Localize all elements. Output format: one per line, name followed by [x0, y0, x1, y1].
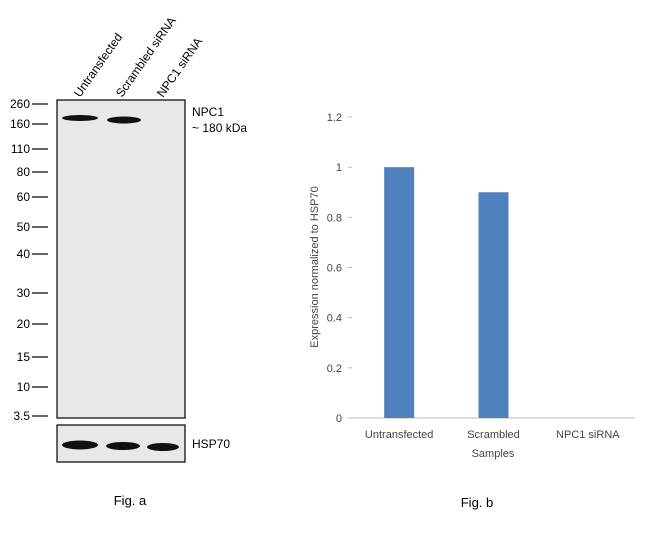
caption: Fig. a	[114, 493, 147, 508]
marker-label: 30	[17, 286, 31, 300]
y-tick-label: 1.2	[327, 112, 342, 124]
y-tick-label: 0	[336, 413, 342, 425]
y-tick-label: 0.6	[327, 263, 342, 275]
y-axis-label: Expression normalized to HSP70	[309, 186, 321, 347]
band	[106, 442, 140, 450]
band	[62, 115, 98, 121]
marker-label: 10	[17, 380, 31, 394]
marker-label: 110	[11, 142, 30, 156]
bar	[478, 192, 509, 418]
x-tick-label: NPC1 siRNA	[556, 429, 620, 441]
marker-label: 20	[17, 317, 31, 331]
target-label: NPC1	[192, 105, 224, 119]
x-tick-label: Scrambled	[467, 429, 520, 441]
marker-labels: 260 160 110 80 60 50 40 30 20 15 10 3.5	[10, 97, 48, 423]
marker-label: 60	[17, 190, 31, 204]
target-size: ~ 180 kDa	[192, 121, 247, 135]
band	[147, 443, 179, 451]
y-tick-label: 0.4	[327, 313, 342, 325]
x-tick-label: Untransfected	[365, 429, 433, 441]
band	[107, 116, 141, 124]
control-label: HSP70	[192, 437, 230, 451]
marker-label: 260	[10, 97, 30, 111]
marker-label: 40	[17, 247, 31, 261]
caption: Fig. b	[461, 495, 494, 510]
blot-membrane	[56, 99, 186, 419]
marker-label: 80	[17, 165, 31, 179]
y-tick-label: 1	[336, 162, 342, 174]
marker-label: 50	[17, 220, 31, 234]
marker-label: 3.5	[13, 409, 30, 423]
band	[62, 440, 98, 450]
bar	[384, 167, 415, 418]
y-tick-label: 0.2	[327, 363, 342, 375]
marker-label: 160	[10, 117, 30, 131]
y-tick-label: 0.8	[327, 212, 342, 224]
x-axis-label: Samples	[472, 448, 515, 460]
marker-label: 15	[17, 350, 31, 364]
